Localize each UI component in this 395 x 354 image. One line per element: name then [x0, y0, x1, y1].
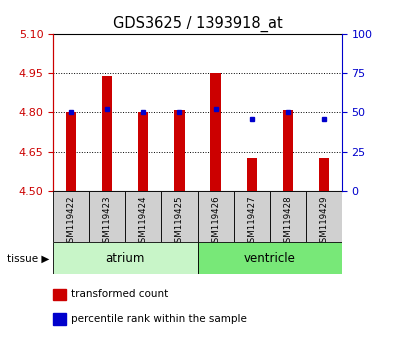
Text: GSM119427: GSM119427 — [247, 195, 256, 248]
Bar — [319, 158, 329, 191]
Bar — [198, 191, 233, 242]
Bar — [53, 191, 89, 242]
Bar — [66, 113, 76, 191]
Text: GSM119426: GSM119426 — [211, 195, 220, 248]
Bar — [102, 76, 113, 191]
Text: GSM119425: GSM119425 — [175, 195, 184, 248]
Bar — [270, 191, 306, 242]
Text: tissue ▶: tissue ▶ — [7, 253, 49, 263]
Bar — [198, 242, 342, 274]
Bar — [282, 110, 293, 191]
Text: GSM119428: GSM119428 — [283, 195, 292, 248]
Bar — [306, 191, 342, 242]
Text: GSM119422: GSM119422 — [67, 195, 76, 248]
Text: ventricle: ventricle — [244, 252, 295, 265]
Bar — [89, 191, 126, 242]
Bar — [126, 191, 162, 242]
Text: GDS3625 / 1393918_at: GDS3625 / 1393918_at — [113, 16, 282, 32]
Text: percentile rank within the sample: percentile rank within the sample — [71, 314, 247, 324]
Text: GSM119429: GSM119429 — [319, 195, 328, 248]
Bar — [233, 191, 270, 242]
Bar — [211, 73, 220, 191]
Bar — [138, 113, 149, 191]
Text: GSM119424: GSM119424 — [139, 195, 148, 248]
Bar — [175, 110, 184, 191]
Text: transformed count: transformed count — [71, 289, 168, 299]
Bar — [53, 242, 198, 274]
Bar — [246, 158, 257, 191]
Bar — [162, 191, 198, 242]
Text: atrium: atrium — [106, 252, 145, 265]
Text: GSM119423: GSM119423 — [103, 195, 112, 248]
